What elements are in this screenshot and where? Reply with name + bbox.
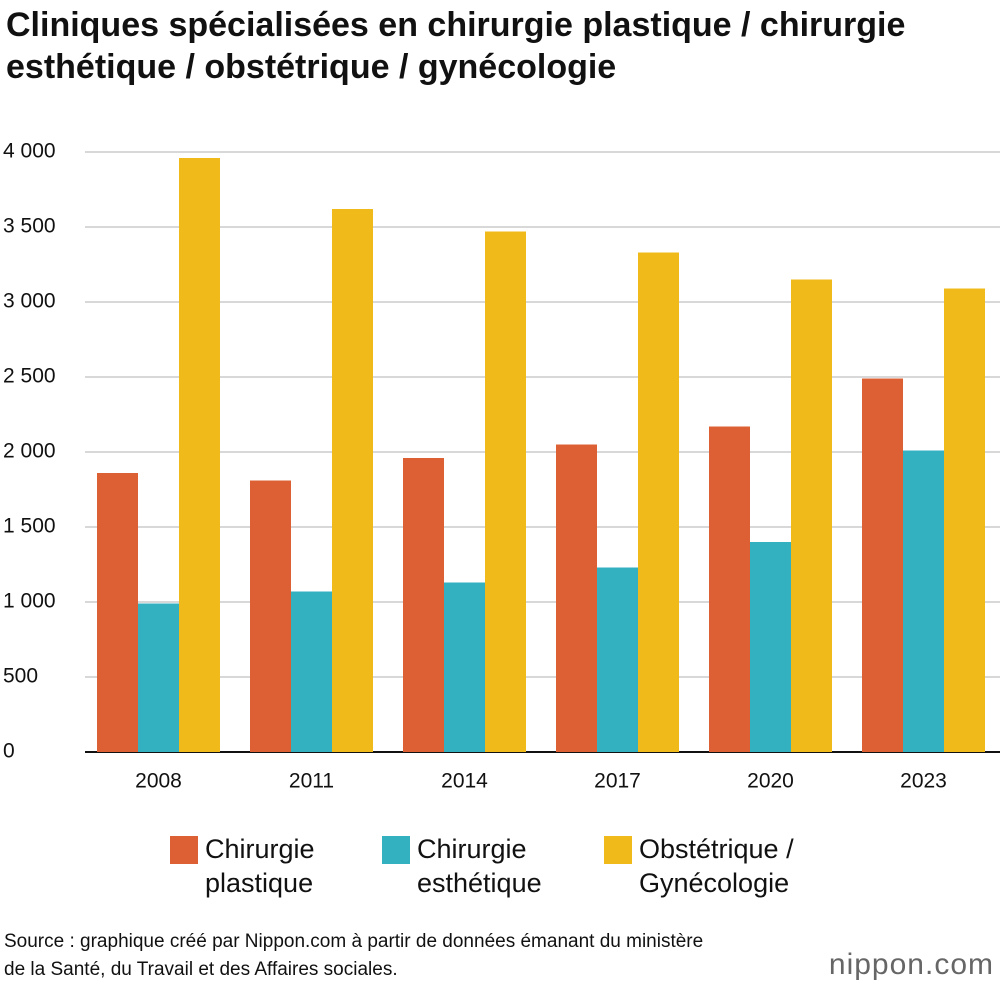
bar [709, 426, 750, 752]
bar [291, 591, 332, 752]
bar [597, 567, 638, 752]
x-tick-label: 2014 [441, 770, 488, 793]
legend-label: Obstétrique / Gynécologie [639, 834, 794, 898]
y-tick-label: 3 500 [3, 215, 56, 238]
y-tick-label: 1 000 [3, 590, 56, 613]
x-tick-label: 2017 [594, 770, 641, 793]
bar [791, 279, 832, 752]
legend-swatch [382, 836, 410, 864]
bar [179, 158, 220, 752]
bar [750, 542, 791, 752]
bar [444, 582, 485, 752]
x-tick-label: 2020 [747, 770, 794, 793]
x-tick-label: 2011 [289, 770, 334, 793]
bar [138, 603, 179, 752]
legend-label: Chirurgie esthétique [417, 834, 542, 898]
bar [556, 444, 597, 752]
bar [97, 473, 138, 752]
bar [485, 231, 526, 752]
legend-swatch [170, 836, 198, 864]
x-tick-label: 2023 [900, 770, 947, 793]
x-tick-label: 2008 [135, 770, 182, 793]
logo: nippon.com [828, 948, 994, 981]
y-tick-label: 1 500 [3, 515, 56, 538]
bar [638, 252, 679, 752]
bar [862, 378, 903, 752]
bar [250, 480, 291, 752]
y-tick-label: 500 [3, 665, 38, 688]
legend-label: Chirurgie plastique [205, 834, 315, 898]
y-tick-label: 0 [3, 740, 15, 763]
source-note: Source : graphique créé par Nippon.com à… [4, 931, 704, 980]
chart-title: Cliniques spécialisées en chirurgie plas… [6, 6, 906, 86]
y-tick-label: 2 000 [3, 440, 56, 463]
bar [944, 288, 985, 752]
y-tick-label: 2 500 [3, 365, 56, 388]
legend-swatch [604, 836, 632, 864]
y-tick-label: 4 000 [3, 140, 56, 163]
bar [903, 450, 944, 752]
bar [403, 458, 444, 752]
bar [332, 209, 373, 752]
y-tick-label: 3 000 [3, 290, 56, 313]
